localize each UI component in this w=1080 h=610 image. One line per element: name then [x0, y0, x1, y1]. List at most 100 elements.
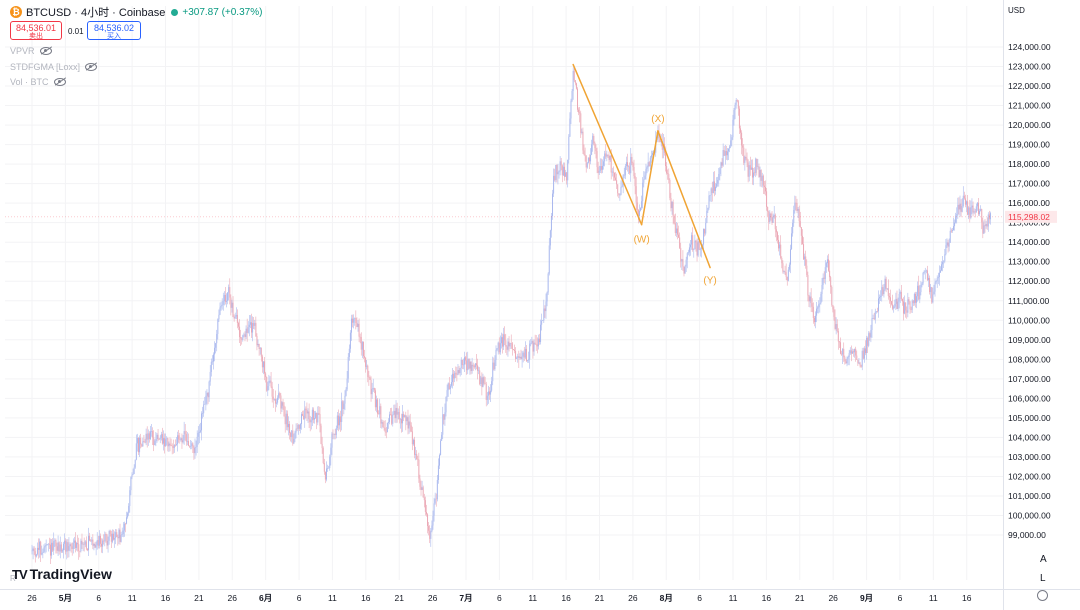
- candle-body: [370, 379, 372, 395]
- time-axis-label: 21: [394, 593, 404, 603]
- candle-body: [608, 155, 610, 160]
- candle-body: [578, 109, 580, 113]
- candle-body: [151, 431, 153, 432]
- candle-body: [199, 430, 201, 432]
- candle-body: [368, 377, 370, 378]
- candle-body: [246, 328, 248, 333]
- candle-body: [617, 184, 619, 194]
- candle-body: [641, 201, 643, 208]
- candle-body: [353, 318, 355, 323]
- candle-body: [254, 322, 256, 326]
- candle-body: [209, 371, 211, 382]
- candle-body: [748, 165, 750, 177]
- candle-body: [94, 543, 96, 548]
- candle-body: [43, 547, 45, 552]
- price-axis-label: 103,000.00: [1008, 452, 1051, 462]
- candle-body: [826, 259, 828, 264]
- candle-body: [861, 350, 863, 367]
- symbol-title[interactable]: BTCUSD · 4小时 · Coinbase: [26, 7, 166, 19]
- candle-body: [623, 175, 625, 176]
- candle-body: [74, 540, 76, 548]
- indicator-volume[interactable]: Vol · BTC: [10, 77, 66, 87]
- candle-body: [583, 150, 585, 155]
- candle-body: [875, 311, 877, 312]
- candle-body: [282, 402, 284, 406]
- time-axis-label: 16: [561, 593, 571, 603]
- candle-body: [565, 172, 567, 177]
- candle-body: [380, 406, 382, 424]
- candle-body: [791, 233, 793, 250]
- time-axis-label: 7月: [459, 593, 472, 603]
- indicator-vpvr[interactable]: VPVR: [10, 46, 52, 56]
- candle-body: [692, 235, 694, 250]
- eye-hidden-icon[interactable]: [39, 47, 52, 55]
- time-axis-label: 26: [628, 593, 638, 603]
- candle-body: [242, 335, 244, 340]
- candle-body: [811, 303, 813, 307]
- candle-body: [850, 350, 852, 354]
- candle-body: [774, 214, 776, 230]
- candle-body: [463, 357, 465, 365]
- candle-body: [732, 119, 734, 138]
- candle-body: [888, 295, 890, 298]
- candle-body: [79, 551, 81, 552]
- candle-body: [248, 324, 250, 328]
- candle-body: [46, 544, 48, 545]
- candle-body: [470, 361, 472, 372]
- price-axis-label: 112,000.00: [1008, 276, 1050, 286]
- candle-body: [383, 427, 385, 429]
- candle-body: [545, 301, 547, 312]
- candle-body: [436, 479, 438, 500]
- candle-body: [92, 539, 94, 546]
- candle-body: [598, 170, 600, 173]
- candle-body: [89, 535, 91, 541]
- candle-body: [946, 242, 948, 246]
- last-price-badge: [1005, 210, 1057, 223]
- candle-body: [330, 447, 332, 457]
- candle-body: [35, 554, 37, 557]
- buy-label: 买入: [107, 33, 121, 40]
- log-scale-button[interactable]: L: [1040, 573, 1046, 584]
- candle-body: [382, 422, 384, 428]
- candle-body: [510, 343, 512, 344]
- price-axis-label: 106,000.00: [1008, 393, 1051, 403]
- eye-hidden-icon[interactable]: [85, 63, 98, 71]
- candle-body: [97, 540, 99, 546]
- candle-body: [679, 237, 681, 248]
- candle-body: [152, 431, 154, 438]
- eye-hidden-icon[interactable]: [53, 78, 66, 86]
- candle-body: [144, 442, 146, 443]
- candle-body: [611, 171, 613, 173]
- candle-body: [899, 291, 901, 294]
- candle-body: [869, 333, 871, 338]
- candle-body: [369, 377, 371, 380]
- settings-gear-icon[interactable]: [1037, 590, 1048, 601]
- candle-body: [907, 299, 909, 313]
- candle-body: [744, 156, 746, 163]
- candle-body: [63, 543, 65, 551]
- indicator-stdfgma[interactable]: STDFGMA [Loxx]: [10, 62, 98, 72]
- candle-body: [587, 157, 589, 163]
- sell-button[interactable]: 84,536.01 卖出: [10, 21, 62, 40]
- buy-button[interactable]: 84,536.02 买入: [87, 21, 141, 40]
- candle-body: [906, 310, 908, 313]
- tradingview-logo[interactable]: R TV TradingView: [10, 566, 112, 583]
- candle-body: [134, 459, 136, 468]
- candle-body: [894, 303, 896, 307]
- candle-body: [211, 361, 213, 363]
- candle-body: [40, 541, 42, 555]
- candle-body: [603, 161, 605, 166]
- price-axis-label: 111,000.00: [1008, 296, 1050, 306]
- candle-body: [595, 148, 597, 152]
- candle-body: [747, 162, 749, 177]
- candle-body: [32, 548, 34, 551]
- candle-body: [70, 544, 72, 547]
- auto-scale-button[interactable]: A: [1040, 554, 1047, 565]
- candle-body: [549, 230, 551, 246]
- candle-body: [872, 318, 874, 319]
- candle-body: [347, 357, 349, 379]
- candle-body: [786, 276, 788, 281]
- candle-body: [846, 358, 848, 364]
